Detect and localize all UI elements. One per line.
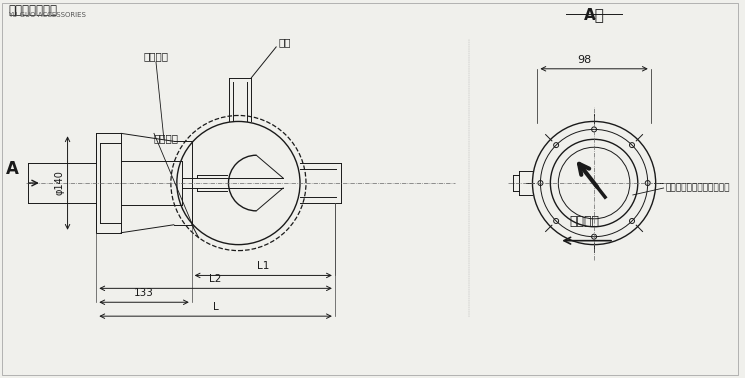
Text: 油流方向: 油流方向	[569, 215, 599, 228]
Text: 密封庞圈: 密封庞圈	[154, 133, 179, 143]
Text: 玉国变压器配件: 玉国变压器配件	[8, 4, 57, 17]
Text: A向: A向	[583, 7, 604, 22]
Text: L1: L1	[257, 262, 270, 271]
Text: 动板起始位置（无流量时）: 动板起始位置（无流量时）	[665, 183, 730, 192]
Text: 133: 133	[134, 288, 154, 298]
Text: 安装法兰: 安装法兰	[144, 51, 168, 61]
Text: 98: 98	[577, 55, 592, 65]
Text: 接管: 接管	[278, 37, 291, 47]
Text: φ140: φ140	[54, 170, 65, 195]
Text: L2: L2	[209, 274, 222, 284]
Text: A: A	[5, 160, 19, 178]
Text: YU GUO ACCESSORIES: YU GUO ACCESSORIES	[8, 12, 86, 18]
Text: L: L	[213, 302, 218, 312]
